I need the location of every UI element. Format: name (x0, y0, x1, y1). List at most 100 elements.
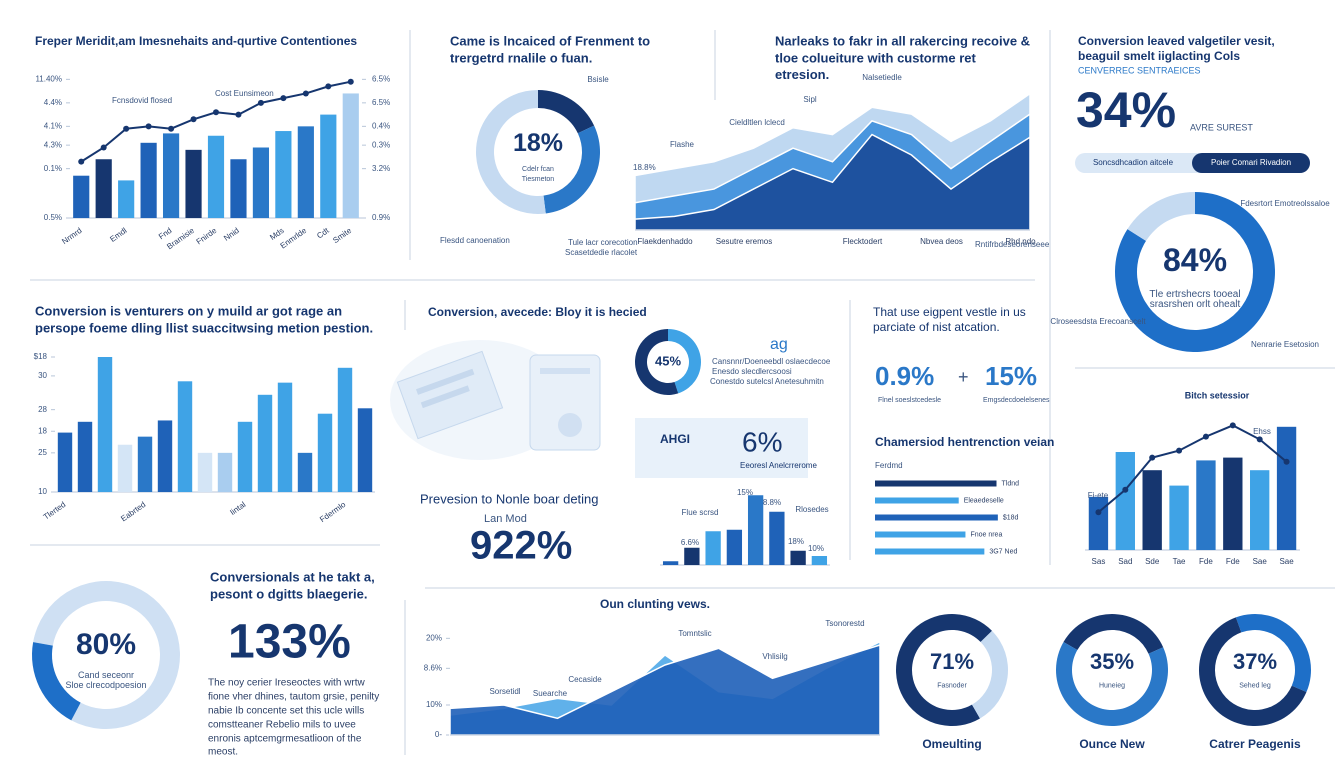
y-tick-label: 10 (38, 487, 47, 496)
bar (357, 408, 373, 492)
annotation: Nenrarie Esetosion (1251, 340, 1319, 349)
y-tick-label: 0.5% (44, 213, 62, 222)
kpi-value: 15% (985, 361, 1037, 391)
donut-segment (476, 90, 546, 214)
bar (320, 114, 337, 218)
donut-subtitle: Tiesmeton (522, 176, 555, 183)
illustration-line (540, 368, 590, 374)
annotation: Suearche (533, 689, 568, 698)
bar (747, 495, 764, 565)
line-point (257, 99, 264, 106)
donut-value: 18% (513, 129, 563, 157)
y-tick-label: 0.9% (372, 213, 390, 222)
bar (73, 175, 90, 218)
annotation: Tomntslic (678, 629, 711, 638)
donut-segment (1199, 617, 1307, 727)
line (1097, 424, 1288, 513)
x-tick-label: Sde (1145, 557, 1160, 566)
kpi-sub: Flnel soeslstcedesle (878, 397, 941, 404)
line-point (1283, 458, 1290, 465)
line-point (1149, 454, 1156, 461)
illustration-line (415, 368, 475, 395)
chart-title: Freper Meridit,am Imesnehaits and-qurtiv… (35, 34, 357, 48)
x-tick-label: Nnid (222, 226, 241, 243)
tab-active[interactable] (1192, 153, 1310, 173)
annotation: Cieldltlen lclecd (729, 118, 785, 127)
annotation: Flue scrsd (682, 508, 719, 517)
panel-subtitle: Lan Mod (484, 513, 527, 525)
annotation: 18.8% (633, 163, 656, 172)
donut-subtitle: srasrshen orlt ohealt (1150, 299, 1241, 310)
line-point (325, 83, 332, 90)
annotation: Rlosedes (795, 505, 828, 514)
annotation: Rntifrbdeseorenseee (975, 240, 1050, 249)
chart-title: Narleaks to fakr in all rakercing recoiv… (775, 33, 1030, 48)
panel-title: beaguil smelt iiglacting Cols (1078, 49, 1240, 63)
x-tick-label: Flaekdenhaddo (637, 237, 693, 246)
donut-value: 35% (1090, 649, 1134, 674)
bar (230, 159, 247, 218)
donut-segment (538, 90, 595, 134)
line-point (235, 111, 242, 118)
x-tick-label: Smite (331, 226, 353, 245)
line-point (123, 125, 130, 132)
kpi-note: AVRE SUREST (1190, 122, 1253, 132)
illustration-icon (558, 413, 582, 437)
chart-title: Conversion is venturers on y muild ar go… (35, 303, 342, 318)
chart-title: tloe colueiture with custorme ret (775, 50, 976, 65)
bar (217, 452, 233, 492)
annotation: 15% (737, 488, 753, 497)
bar (297, 126, 314, 218)
bar (317, 413, 333, 492)
annotation: Sipl (803, 95, 817, 104)
bar (1115, 452, 1135, 550)
annotation: Vhlisilg (762, 652, 787, 661)
kpi-value: 133% (228, 616, 351, 669)
bar (769, 511, 785, 565)
y-tick-label: 3.2% (372, 164, 390, 173)
bar-label: $18d (1003, 514, 1019, 521)
line-point (1202, 433, 1209, 440)
tab-label[interactable]: Poier Comari Rivadion (1211, 158, 1291, 167)
tab-label[interactable]: Soncsdhcadion aitcele (1093, 158, 1174, 167)
paragraph-line: The noy cerier Ireseoctes with wrtw (208, 678, 365, 689)
y-tick-label: 10% (426, 700, 442, 709)
y-tick-label: $18 (34, 352, 48, 361)
bar (197, 452, 213, 492)
bar (157, 420, 173, 492)
y-tick-label: 4.3% (44, 140, 62, 149)
bar (275, 131, 292, 218)
donut-value: 45% (655, 353, 681, 368)
paragraph-line: fione vher dhines, tautom grsie, penilty (208, 692, 379, 703)
line-point (100, 144, 107, 151)
kpi-value: 34% (1076, 82, 1176, 138)
chart-title: Omeulting (922, 737, 981, 751)
panel-title: parciate of nist atcation. (873, 320, 1000, 334)
annotation: Fdesrtort Emotreolssaloe (1240, 199, 1330, 208)
panel-title: Prevesion to Nonle boar deting (420, 491, 599, 506)
donut-segment (1056, 642, 1168, 726)
chart-title: Catrer Peagenis (1209, 737, 1301, 751)
y-tick-label: 6.5% (372, 74, 390, 83)
line-point (1176, 447, 1183, 454)
bar (790, 550, 806, 565)
bar (875, 548, 985, 555)
bar (185, 149, 202, 218)
bar (726, 529, 743, 565)
bar (95, 159, 112, 218)
y-tick-label: 30 (38, 371, 47, 380)
chart-title: pesont o dgitts blaegerie. (210, 586, 367, 601)
donut-segment (668, 329, 702, 394)
kpi-icon: AHGI (660, 432, 690, 446)
x-tick-label: Sad (1118, 557, 1132, 566)
annotation: Flashe (670, 140, 695, 149)
line-point (145, 123, 152, 130)
annotation: Scasetdedie rlacolet (565, 248, 638, 257)
donut-segment (635, 329, 679, 395)
donut-subtitle: Huneieg (1099, 683, 1125, 690)
bar (811, 556, 828, 565)
line-point (78, 158, 85, 165)
x-tick-label: Cdt (315, 226, 331, 241)
